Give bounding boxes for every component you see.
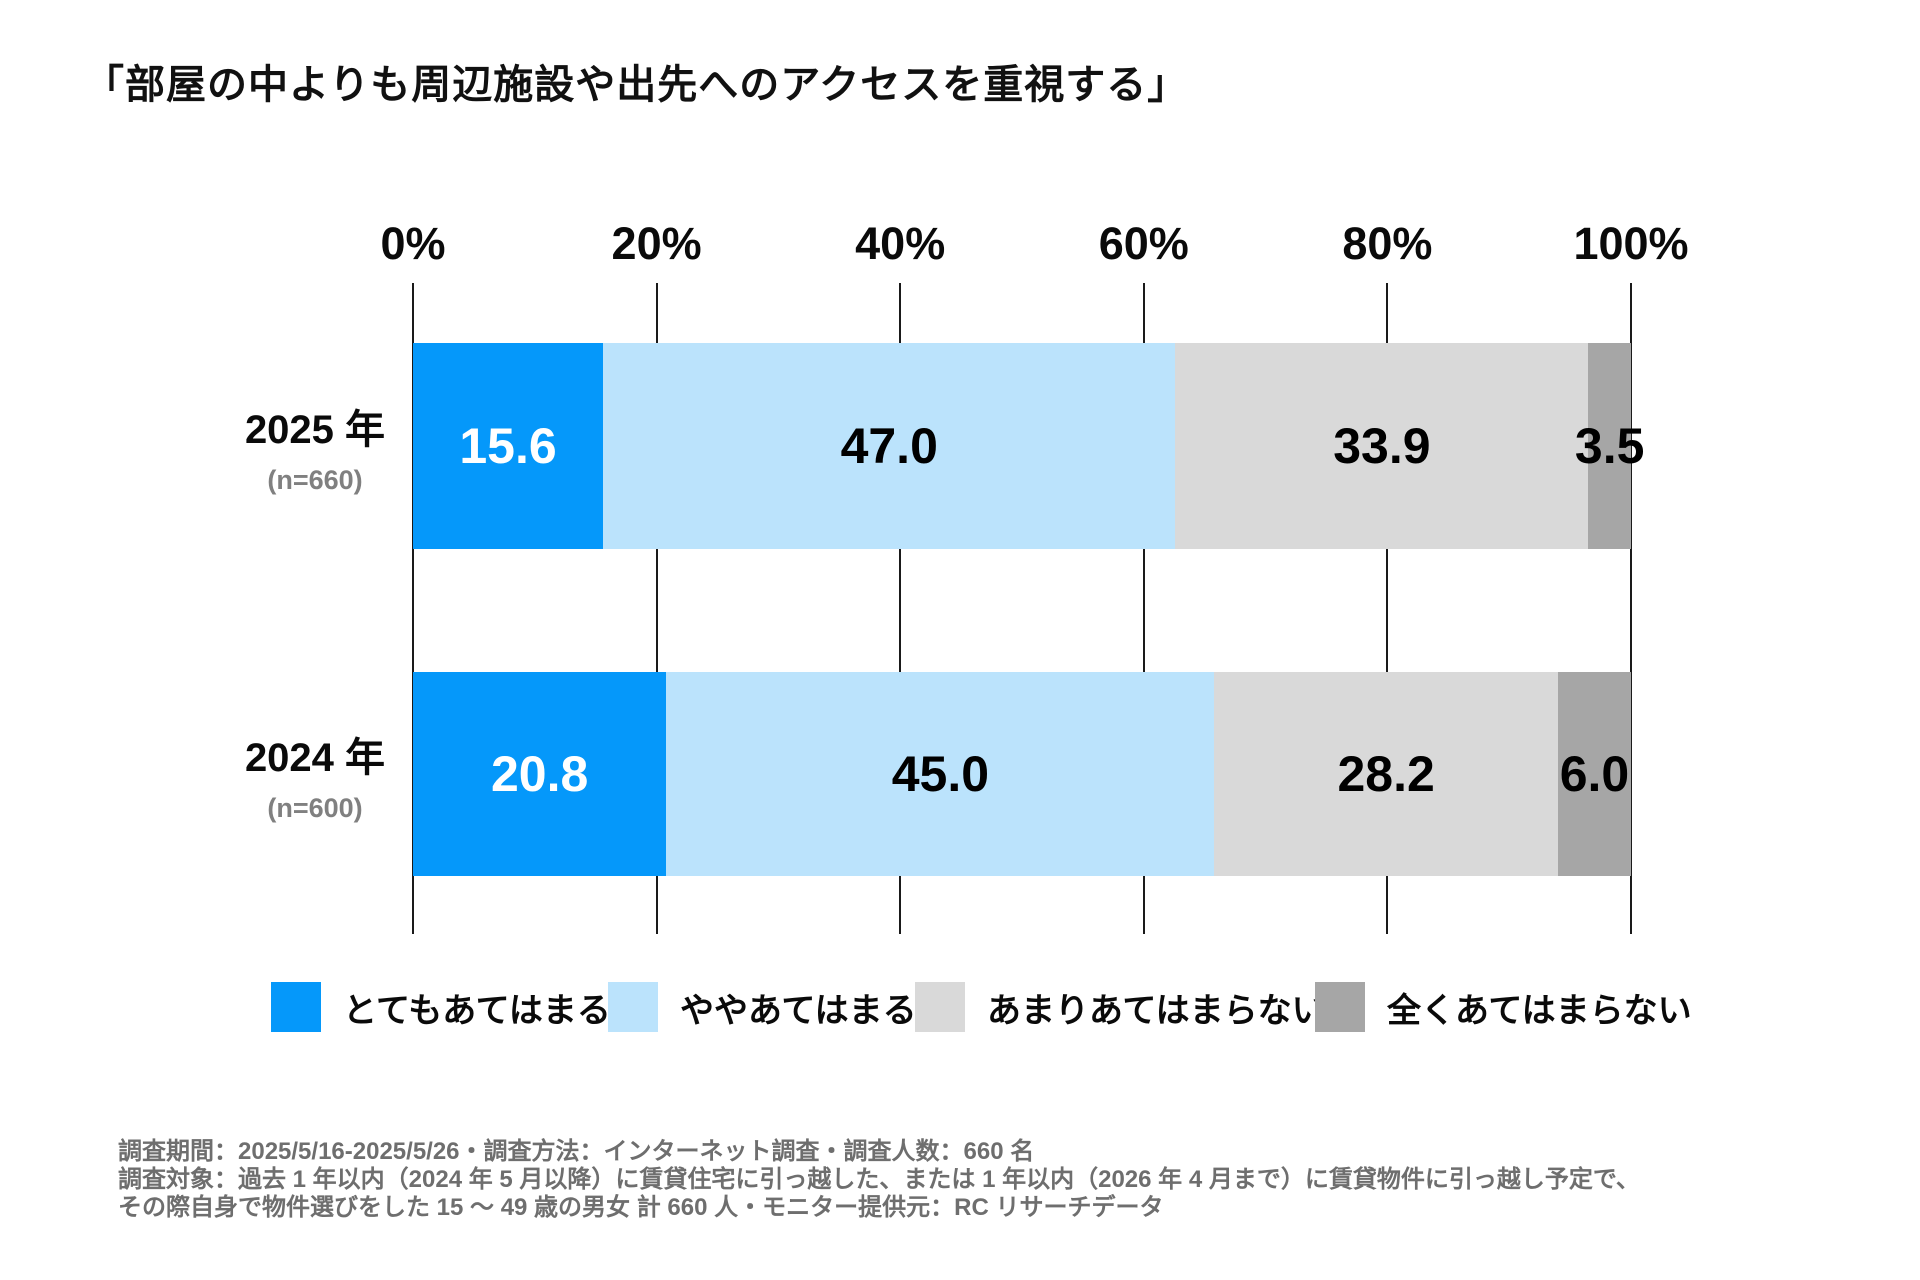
bar-row: 20.8 45.0 28.2 6.0 <box>413 672 1631 876</box>
bar-segment: 15.6 <box>413 343 603 549</box>
row-label: 2025 年 (n=660) <box>165 343 465 549</box>
x-axis-label: 0% <box>380 218 446 269</box>
row-label: 2024 年 (n=600) <box>165 672 465 876</box>
bar-segment: 6.0 <box>1557 672 1631 876</box>
footer-note: 調査期間：2025/5/16-2025/5/26・調査方法：インターネット調査・… <box>118 1138 1640 1222</box>
footer-line-2: 調査対象：過去 1 年以内（2024 年 5 月以降）に賃貸住宅に引っ越した、ま… <box>118 1166 1640 1193</box>
bar-segment: 47.0 <box>603 343 1176 549</box>
bar-segment: 3.5 <box>1575 343 1644 549</box>
gridline-20% <box>655 283 658 934</box>
x-axis-label: 80% <box>1342 218 1433 269</box>
bar-row: 15.6 47.0 33.9 3.5 <box>413 343 1644 549</box>
gridline-80% <box>1386 283 1389 934</box>
bar-segment: 33.9 <box>1175 343 1589 549</box>
segment-value-label: 33.9 <box>1333 418 1431 474</box>
x-axis-label: 40% <box>855 218 946 269</box>
footer-line-1: 調査期間：2025/5/16-2025/5/26・調査方法：インターネット調査・… <box>118 1138 1035 1165</box>
x-axis-label: 20% <box>611 218 702 269</box>
row-year-label: 2024 年 <box>244 735 386 780</box>
segment-value-label: 45.0 <box>891 746 990 802</box>
gridline-60% <box>1142 283 1145 934</box>
x-axis-label: 100% <box>1573 218 1689 269</box>
row-n-label: (n=660) <box>267 464 363 495</box>
segment-value-label: 47.0 <box>840 418 938 474</box>
segment-value-label: 15.6 <box>459 418 557 474</box>
row-year-label: 2025 年 <box>244 407 386 452</box>
segment-value-label: 6.0 <box>1559 746 1630 802</box>
gridline-100% <box>1630 283 1632 934</box>
bar-segment: 20.8 <box>413 672 667 876</box>
segment-value-label: 28.2 <box>1337 746 1435 802</box>
bar-segment: 45.0 <box>666 672 1215 876</box>
footer-line-3: その際自身で物件選びをした 15 ～ 49 歳の男女 計 660 人・モニター提… <box>118 1194 1164 1221</box>
gridline-0% <box>412 283 414 934</box>
gridline-40% <box>899 283 902 934</box>
segment-value-label: 20.8 <box>491 746 589 802</box>
segment-value-label: 3.5 <box>1574 418 1645 474</box>
bar-segment: 28.2 <box>1214 672 1558 876</box>
x-axis-label: 60% <box>1098 218 1189 269</box>
chart-title: 「部屋の中よりも周辺施設や出先へのアクセスを重視する」 <box>84 63 1189 107</box>
row-n-label: (n=600) <box>267 792 363 823</box>
